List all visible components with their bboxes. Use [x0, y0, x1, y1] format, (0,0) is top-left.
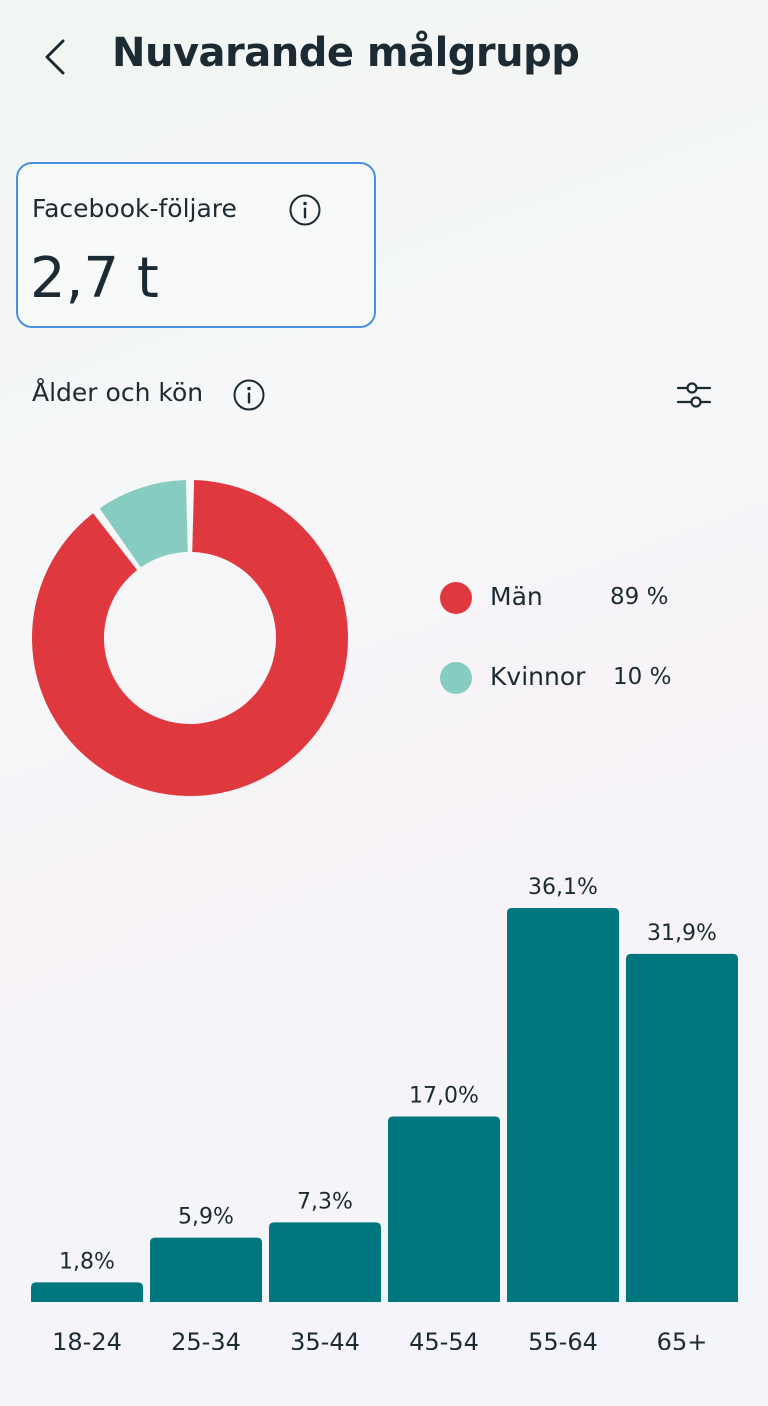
bar-18-24[interactable] — [31, 1282, 143, 1302]
x-tick-label: 65+ — [657, 1328, 708, 1350]
age-bar-chart: 1,8% 18-24 5,9% 25-34 7,3% 35-44 17,0% 45-54 36,… — [31, 875, 738, 1350]
x-tick-label: 45-54 — [409, 1328, 479, 1350]
bar-value-label: 1,8% — [59, 1249, 115, 1274]
legend-dot-men — [440, 582, 472, 614]
info-icon[interactable] — [232, 378, 266, 418]
gender-donut-chart — [31, 480, 348, 796]
legend-item-men: Män 89 % — [440, 576, 760, 620]
bar-65+[interactable] — [626, 953, 738, 1302]
followers-label: Facebook-följare — [32, 194, 237, 223]
page-title: Nuvarande målgrupp — [112, 30, 580, 76]
followers-card[interactable]: Facebook-följare 2,7 t — [16, 162, 376, 328]
bar-35-44[interactable] — [269, 1222, 381, 1302]
x-tick-label: 25-34 — [171, 1328, 241, 1350]
followers-label-row: Facebook-följare — [32, 194, 321, 226]
legend-item-women: Kvinnor 10 % — [440, 656, 760, 700]
bar-25-34[interactable] — [150, 1237, 262, 1302]
donut-slice-women[interactable] — [99, 480, 188, 568]
legend-label-men: Män — [490, 582, 543, 611]
age-gender-section-header: Ålder och kön — [32, 378, 265, 411]
followers-value: 2,7 t — [30, 246, 159, 311]
bar-55-64[interactable] — [507, 908, 619, 1302]
sliders-icon — [676, 382, 712, 408]
bar-value-label: 36,1% — [528, 875, 598, 900]
legend-value-women: 10 % — [613, 664, 672, 690]
x-tick-label: 18-24 — [52, 1328, 122, 1350]
info-icon[interactable] — [288, 193, 322, 233]
bar-value-label: 31,9% — [647, 921, 717, 946]
bar-45-54[interactable] — [388, 1116, 500, 1302]
donut-slice-men[interactable] — [31, 480, 348, 796]
header: Nuvarande målgrupp — [0, 0, 768, 120]
bar-value-label: 7,3% — [297, 1189, 353, 1214]
legend-dot-women — [440, 662, 472, 694]
chevron-left-icon — [45, 39, 65, 75]
bar-value-label: 5,9% — [178, 1205, 234, 1230]
x-tick-label: 35-44 — [290, 1328, 360, 1350]
back-button[interactable] — [38, 32, 78, 82]
x-tick-label: 55-64 — [528, 1328, 598, 1350]
bar-value-label: 17,0% — [409, 1083, 479, 1108]
legend-value-men: 89 % — [610, 584, 669, 610]
section-title: Ålder och kön — [32, 378, 204, 407]
legend-label-women: Kvinnor — [490, 662, 586, 691]
filter-button[interactable] — [672, 376, 716, 416]
